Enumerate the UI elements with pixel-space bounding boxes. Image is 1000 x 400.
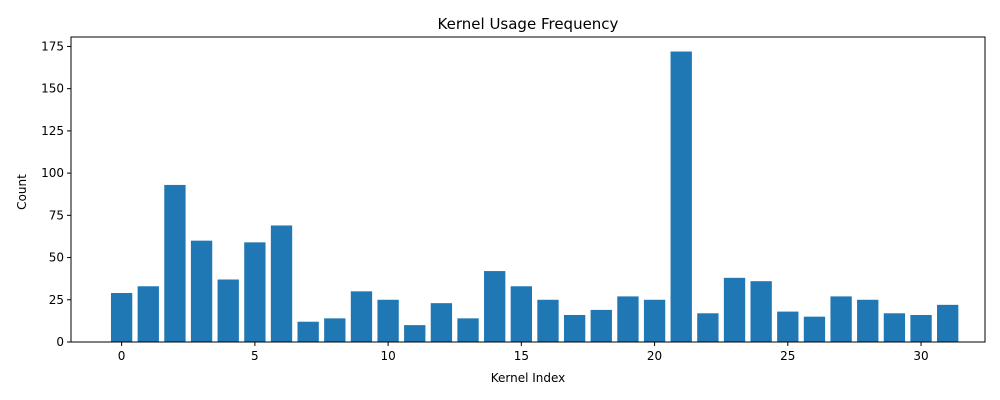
- bar-7: [297, 321, 319, 342]
- x-tick-label: 5: [251, 349, 259, 363]
- bar-0: [110, 293, 133, 342]
- bar-2: [164, 184, 186, 342]
- bar-19: [617, 296, 639, 342]
- bar-18: [590, 309, 612, 342]
- x-axis-label: Kernel Index: [491, 371, 566, 385]
- bar-10: [377, 299, 399, 342]
- y-tick-label: 150: [41, 82, 64, 96]
- y-tick-label: 100: [41, 166, 64, 180]
- bar-11: [404, 325, 426, 342]
- bar-12: [430, 303, 453, 342]
- bar-1: [137, 286, 159, 342]
- bar-6: [270, 225, 293, 342]
- y-tick-label: 75: [49, 208, 64, 222]
- bar-22: [697, 313, 719, 342]
- bar-31: [937, 304, 959, 342]
- y-axis-label: Count: [15, 174, 29, 210]
- bar-9: [350, 291, 373, 342]
- bar-14: [484, 271, 506, 342]
- y-tick-label: 0: [56, 335, 64, 349]
- x-tick-label: 25: [780, 349, 795, 363]
- bar-20: [643, 299, 666, 342]
- y-axis-ticks: 0 25 50 75 100 125 150 175: [41, 39, 71, 349]
- bar-13: [457, 318, 479, 342]
- bar-21: [670, 51, 692, 343]
- x-tick-label: 10: [380, 349, 395, 363]
- bar-29: [883, 313, 906, 342]
- y-tick-label: 50: [49, 251, 64, 265]
- y-tick-label: 125: [41, 124, 64, 138]
- bar-24: [750, 281, 772, 342]
- x-tick-label: 15: [514, 349, 529, 363]
- bar-4: [217, 279, 239, 342]
- y-tick-label: 25: [49, 293, 64, 307]
- y-tick-label: 175: [41, 39, 64, 53]
- bar-25: [777, 311, 799, 342]
- x-tick-label: 30: [913, 349, 928, 363]
- bar-16: [537, 299, 559, 342]
- bar-17: [563, 314, 586, 342]
- x-tick-label: 0: [118, 349, 126, 363]
- x-axis-ticks: 0 5 10 15 20 25 30: [118, 342, 929, 363]
- bar-8: [324, 318, 346, 342]
- x-tick-label: 20: [647, 349, 662, 363]
- bar-28: [857, 299, 879, 342]
- bar-5: [244, 242, 266, 342]
- plot-frame: [70, 36, 986, 343]
- bar-3: [190, 240, 213, 342]
- bar-15: [510, 286, 532, 342]
- bar-23: [723, 277, 746, 342]
- bars-group: [110, 51, 959, 343]
- bar-26: [803, 316, 826, 342]
- bar-30: [910, 314, 932, 342]
- bar-27: [830, 296, 852, 342]
- chart-title: Kernel Usage Frequency: [438, 15, 619, 33]
